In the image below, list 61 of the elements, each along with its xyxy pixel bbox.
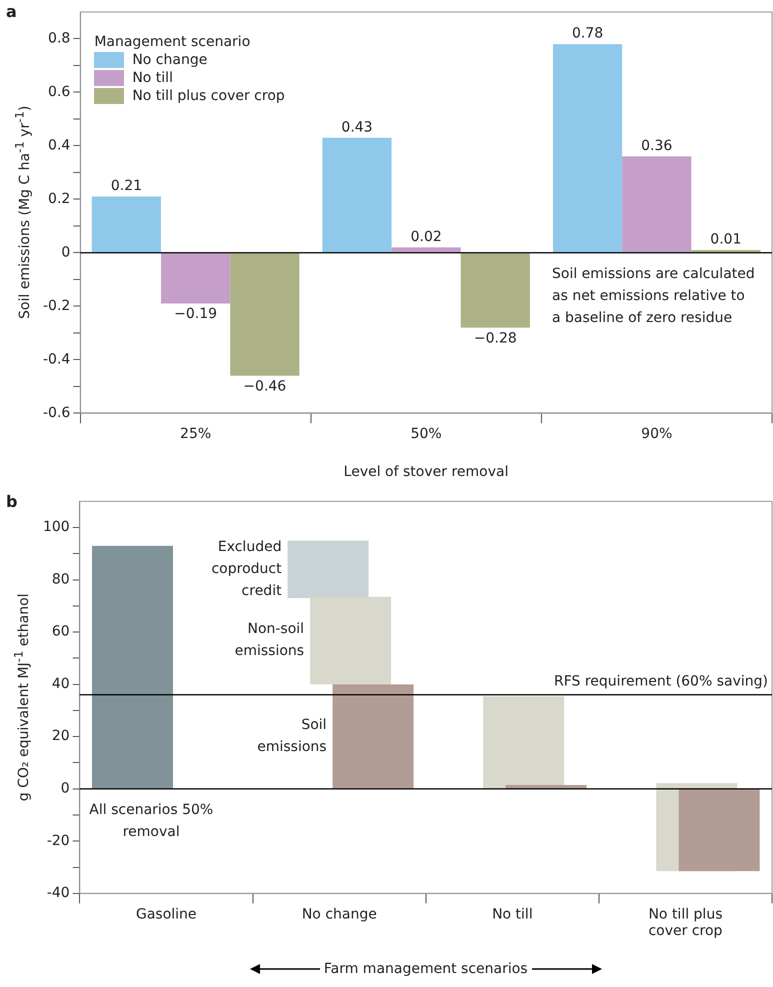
bar xyxy=(230,253,300,376)
annotation: All scenarios 50% removal xyxy=(88,800,214,842)
bar xyxy=(392,247,461,252)
x-tick-label: Gasoline xyxy=(136,906,197,922)
x-tick-label: No till plus cover crop xyxy=(648,906,723,940)
y-tick-label: 0.6 xyxy=(48,84,70,100)
bar xyxy=(460,253,530,328)
y-tick-label: 0.2 xyxy=(48,190,70,207)
bar xyxy=(552,44,622,252)
y-tick-label: 40 xyxy=(52,676,70,692)
x-tick-label: No till xyxy=(492,906,533,922)
bar xyxy=(506,784,587,788)
y-tick-label: 0 xyxy=(60,780,70,797)
data-label: 0.36 xyxy=(641,138,672,154)
bar xyxy=(92,196,162,252)
y-tick-label: 100 xyxy=(42,519,70,536)
data-label: 0.78 xyxy=(572,26,604,42)
y-tick-label: -0.4 xyxy=(42,351,70,368)
legend-label: No till xyxy=(132,70,173,86)
data-label: −0.28 xyxy=(474,330,517,346)
annotation: Soil emissions are calculated as net emissions relative to a baseline of zero residue xyxy=(552,264,756,328)
data-label: −0.19 xyxy=(174,306,218,322)
data-label: 0.43 xyxy=(341,119,373,136)
y-tick-label: 80 xyxy=(52,571,70,588)
x-tick-label: 25% xyxy=(180,426,212,442)
y-tick-label: -0.2 xyxy=(42,298,70,314)
y-tick-label: 60 xyxy=(52,624,70,640)
x-tick-label: 90% xyxy=(641,426,672,442)
legend-title: Management scenario xyxy=(94,34,252,50)
data-label: −0.46 xyxy=(243,378,286,394)
bar xyxy=(483,696,564,788)
bar xyxy=(622,156,692,252)
data-label: 0.21 xyxy=(110,178,142,194)
ref-line-label: RFS requirement (60% saving) xyxy=(554,673,768,690)
y-tick-label: -20 xyxy=(46,832,70,849)
bar xyxy=(288,540,369,598)
y-tick-label: 0 xyxy=(61,244,70,260)
x-axis-title: Level of stover removal xyxy=(344,464,508,480)
chart-title: b xyxy=(6,492,18,511)
chart-title: a xyxy=(6,2,17,21)
y-tick-label: 20 xyxy=(52,728,70,744)
x-tick-label: No change xyxy=(302,906,377,922)
y-tick-label: 0.4 xyxy=(48,137,70,154)
x-tick-label: 50% xyxy=(410,426,442,442)
y-tick-label: 0.8 xyxy=(48,30,70,46)
y-tick-label: -40 xyxy=(46,885,70,902)
data-label: 0.02 xyxy=(410,229,442,246)
bar xyxy=(310,596,392,684)
bar xyxy=(678,789,760,872)
x-axis-title: Farm management scenarios xyxy=(324,961,528,977)
series-label: Soil emissions xyxy=(257,716,327,755)
series-label: Excluded coproduct credit xyxy=(211,538,282,599)
legend-label: No till plus cover crop xyxy=(132,88,285,104)
data-label: 0.01 xyxy=(710,232,742,248)
series-label: Non-soil emissions xyxy=(234,621,304,660)
y-tick-label: -0.6 xyxy=(42,404,70,421)
bar xyxy=(161,253,230,304)
legend-label: No change xyxy=(132,52,208,68)
bar xyxy=(92,546,174,788)
bar xyxy=(332,684,414,788)
bar xyxy=(322,138,392,252)
